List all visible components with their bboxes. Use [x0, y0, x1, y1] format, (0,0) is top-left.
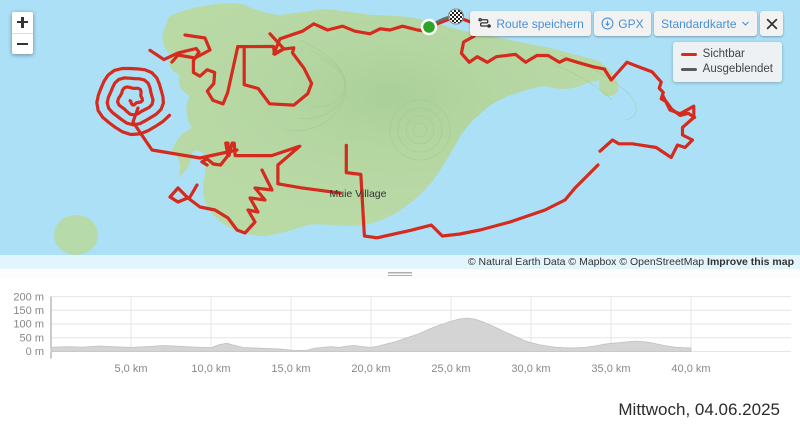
svg-text:100 m: 100 m: [13, 319, 44, 331]
svg-text:5,0 km: 5,0 km: [114, 363, 147, 375]
svg-text:20,0 km: 20,0 km: [351, 363, 390, 375]
svg-text:50 m: 50 m: [20, 333, 44, 345]
svg-text:40,0 km: 40,0 km: [671, 363, 710, 375]
svg-text:35,0 km: 35,0 km: [591, 363, 630, 375]
svg-text:10,0 km: 10,0 km: [191, 363, 230, 375]
svg-text:Muie Village: Muie Village: [329, 188, 386, 200]
svg-text:0 m: 0 m: [26, 346, 44, 358]
svg-text:200 m: 200 m: [13, 291, 44, 303]
svg-text:30,0 km: 30,0 km: [511, 363, 550, 375]
svg-text:150 m: 150 m: [13, 305, 44, 317]
svg-text:15,0 km: 15,0 km: [271, 363, 310, 375]
svg-text:25,0 km: 25,0 km: [431, 363, 470, 375]
